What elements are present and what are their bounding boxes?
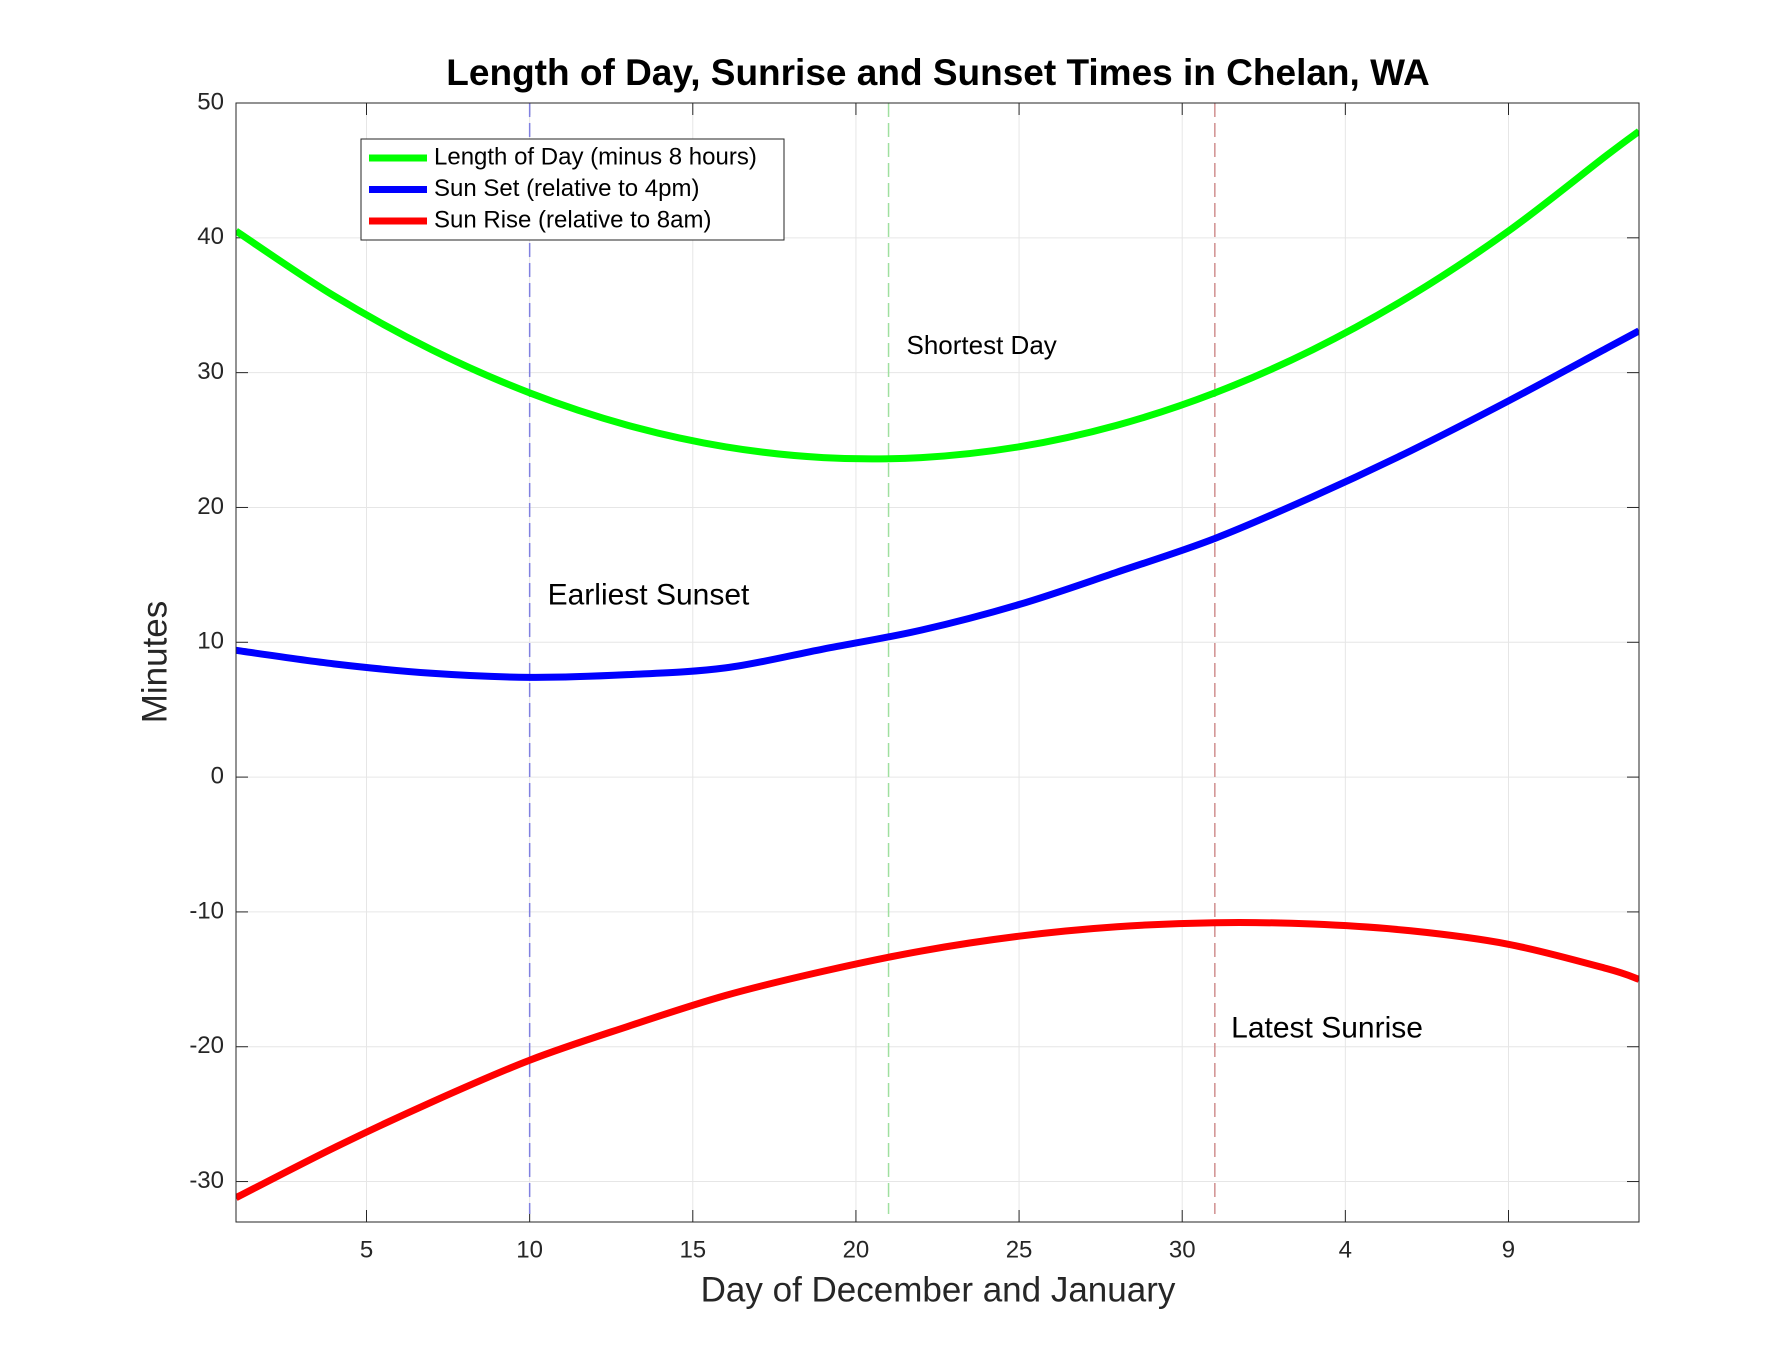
y-tick-label: -20	[189, 1032, 224, 1059]
line-series	[236, 919, 1639, 1201]
x-tick-label: 4	[1339, 1236, 1352, 1263]
x-tick-label: 10	[516, 1236, 543, 1263]
annotation: Latest Sunrise	[1231, 1011, 1423, 1044]
x-axis-label: Day of December and January	[701, 1270, 1176, 1309]
x-tick-label: 25	[1006, 1236, 1033, 1263]
annotation: Earliest Sunset	[548, 578, 750, 611]
line-series	[236, 128, 1639, 463]
legend-box	[360, 138, 785, 241]
x-tick-label: 5	[360, 1236, 373, 1263]
legend-label: Sun Rise (relative to 8am)	[434, 206, 711, 233]
y-tick-label: 30	[197, 358, 224, 385]
y-axis-label: Minutes	[135, 601, 174, 724]
x-tick-label: 15	[679, 1236, 706, 1263]
line-series	[236, 327, 1639, 681]
legend: Length of Day (minus 8 hours) Sun Set (re…	[360, 138, 785, 241]
y-tick-label: 20	[197, 493, 224, 520]
y-tick-label: 50	[197, 88, 224, 115]
chart-title: Length of Day, Sunrise and Sunset Times …	[446, 52, 1429, 93]
y-tick-label: 0	[211, 762, 224, 789]
y-tick-label: -10	[189, 897, 224, 924]
annotation: Shortest Day	[907, 330, 1057, 360]
legend-label: Length of Day (minus 8 hours)	[434, 143, 757, 170]
x-tick-label: 9	[1502, 1236, 1515, 1263]
y-tick-label: 10	[197, 628, 224, 655]
axes-box	[235, 102, 1640, 1223]
x-tick-label: 20	[843, 1236, 870, 1263]
y-tick-label: -30	[189, 1167, 224, 1194]
legend-label: Sun Set (relative to 4pm)	[434, 175, 699, 202]
x-tick-label: 30	[1169, 1236, 1196, 1263]
y-tick-label: 40	[197, 223, 224, 250]
